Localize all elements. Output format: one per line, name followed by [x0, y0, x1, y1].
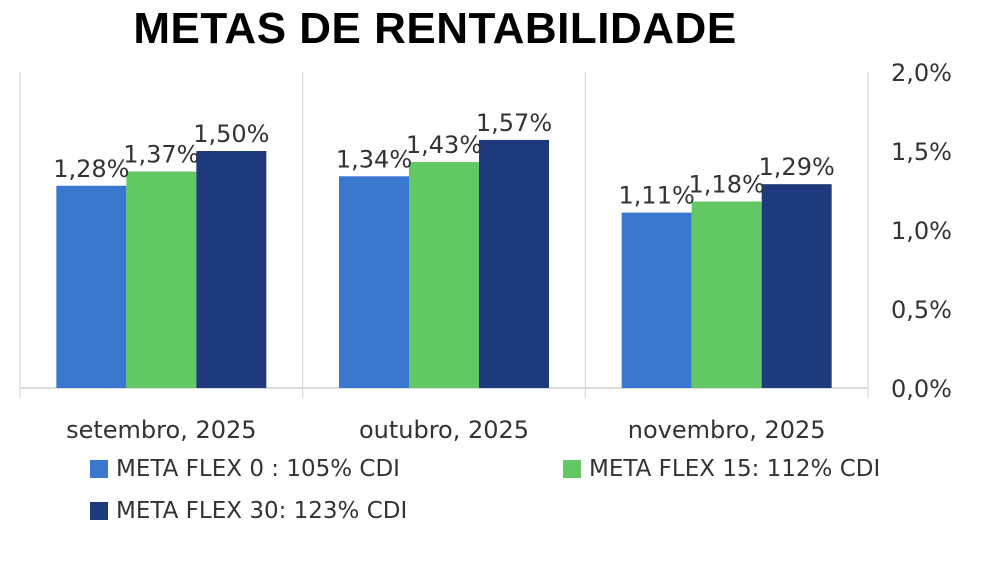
y-tick-label: 0,0% [891, 375, 952, 403]
bar [339, 176, 409, 388]
bar [621, 212, 692, 388]
data-label: 1,18% [689, 171, 765, 199]
data-label: 1,11% [619, 182, 695, 210]
legend-label: META FLEX 15: 112% CDI [589, 456, 881, 482]
y-tick-label: 1,5% [891, 138, 952, 166]
legend-item-meta-flex-0: META FLEX 0 : 105% CDI [90, 456, 400, 482]
data-label: 1,50% [193, 120, 269, 148]
data-label: 1,37% [123, 141, 199, 169]
y-tick-label: 0,5% [891, 296, 952, 324]
data-label: 1,43% [406, 131, 482, 159]
legend-item-meta-flex-30: META FLEX 30: 123% CDI [90, 498, 407, 524]
bar-group [56, 139, 832, 388]
x-tick-label: setembro, 2025 [66, 416, 256, 444]
data-label: 1,29% [759, 153, 835, 181]
legend-swatch [563, 460, 581, 478]
data-label: 1,57% [476, 109, 552, 137]
y-axis-ticks: 0,0% 0,5% 1,0% 1,5% 2,0% [891, 59, 952, 403]
data-label: 1,28% [53, 155, 129, 183]
legend-swatch [90, 460, 108, 478]
bar [126, 171, 197, 388]
bar [56, 185, 127, 388]
bar [761, 184, 832, 388]
x-tick-label: novembro, 2025 [628, 416, 826, 444]
legend-item-meta-flex-15: META FLEX 15: 112% CDI [563, 456, 880, 482]
bar [479, 139, 549, 388]
legend-label: META FLEX 0 : 105% CDI [116, 456, 400, 482]
y-tick-label: 1,0% [891, 217, 952, 245]
chart-title: METAS DE RENTABILIDADE [133, 4, 737, 53]
bar [196, 151, 267, 388]
data-label: 1,34% [336, 145, 412, 173]
bar [409, 162, 479, 388]
legend-label: META FLEX 30: 123% CDI [116, 498, 408, 524]
bar [691, 201, 762, 388]
x-axis-ticks: setembro, 2025 outubro, 2025 novembro, 202… [66, 416, 825, 444]
x-tick-label: outubro, 2025 [359, 416, 529, 444]
legend-swatch [90, 502, 108, 520]
data-label-group: 1,28%1,37%1,50% 1,34%1,43%1,57% 1,11%1,18%… [53, 109, 835, 210]
y-tick-label: 2,0% [891, 59, 952, 87]
